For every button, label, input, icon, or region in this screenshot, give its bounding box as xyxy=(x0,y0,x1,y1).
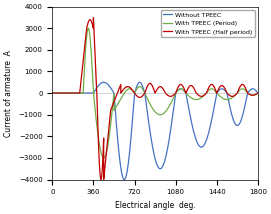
With TPEEC (Period) xyxy=(204,92,207,95)
Without TPEEC xyxy=(102,81,105,84)
With TPEEC (Period) xyxy=(220,96,223,99)
Without TPEEC xyxy=(174,92,177,94)
With TPEEC (Half period) xyxy=(204,92,207,95)
With TPEEC (Period) xyxy=(88,33,91,36)
X-axis label: Electrical angle  deg.: Electrical angle deg. xyxy=(115,201,195,210)
Without TPEEC xyxy=(185,93,188,95)
With TPEEC (Half period) xyxy=(185,91,188,94)
Without TPEEC xyxy=(256,92,259,94)
With TPEEC (Half period) xyxy=(51,92,54,94)
With TPEEC (Period) xyxy=(174,92,177,94)
With TPEEC (Half period) xyxy=(256,92,259,94)
With TPEEC (Period) xyxy=(129,88,133,91)
With TPEEC (Half period) xyxy=(129,87,133,90)
With TPEEC (Period) xyxy=(51,92,54,94)
Line: Without TPEEC: Without TPEEC xyxy=(52,82,258,180)
With TPEEC (Half period) xyxy=(99,178,103,181)
With TPEEC (Period) xyxy=(102,157,105,159)
Y-axis label: Current of armature  A: Current of armature A xyxy=(4,50,13,137)
With TPEEC (Period) xyxy=(256,92,259,94)
Legend: Without TPEEC, With TPEEC (Period), With TPEEC (Half period): Without TPEEC, With TPEEC (Period), With… xyxy=(161,10,255,37)
With TPEEC (Period) xyxy=(185,92,188,95)
Without TPEEC xyxy=(220,88,223,90)
With TPEEC (Half period) xyxy=(88,18,91,21)
With TPEEC (Half period) xyxy=(220,84,223,87)
Without TPEEC xyxy=(129,137,133,140)
Without TPEEC xyxy=(123,178,126,181)
Line: With TPEEC (Half period): With TPEEC (Half period) xyxy=(52,18,258,180)
With TPEEC (Half period) xyxy=(174,92,177,94)
With TPEEC (Half period) xyxy=(92,16,95,19)
Without TPEEC xyxy=(88,92,91,94)
Without TPEEC xyxy=(204,140,207,143)
With TPEEC (Period) xyxy=(87,27,90,30)
Without TPEEC xyxy=(51,92,54,94)
Line: With TPEEC (Period): With TPEEC (Period) xyxy=(52,28,258,158)
